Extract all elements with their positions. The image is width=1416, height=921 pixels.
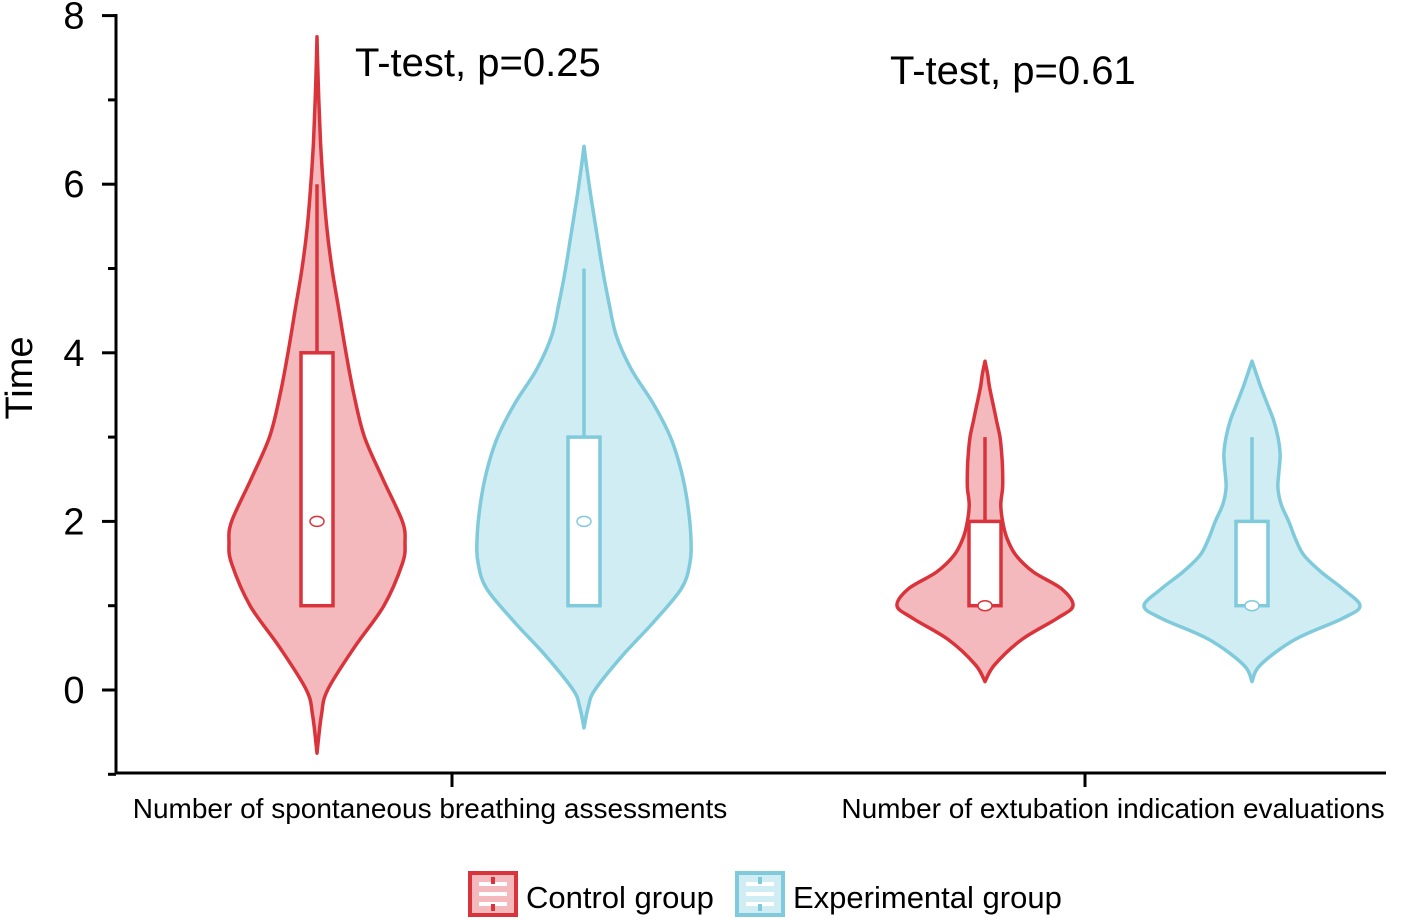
violin-1-1 bbox=[1142, 359, 1362, 684]
median-marker-1-0 bbox=[576, 515, 592, 528]
y-tick-label-6: 6 bbox=[63, 164, 84, 206]
category-label-0: Number of spontaneous breathing assessme… bbox=[133, 793, 728, 824]
y-tick-label-4: 4 bbox=[63, 333, 84, 375]
y-axis-title: Time bbox=[0, 336, 41, 419]
violin-0-1 bbox=[895, 359, 1075, 684]
annotation-ttest-right: T-test, p=0.61 bbox=[890, 49, 1136, 93]
axes-layer bbox=[114, 14, 1386, 775]
legend-label-control: Control group bbox=[526, 880, 714, 915]
median-marker-1-1 bbox=[1244, 599, 1260, 612]
iqr-box-1-0 bbox=[566, 435, 602, 608]
y-ticks: 0 2 4 6 8 bbox=[63, 0, 116, 776]
y-tick-label-0: 0 bbox=[63, 670, 84, 712]
y-tick-label-8: 8 bbox=[63, 0, 84, 38]
legend-label-experimental: Experimental group bbox=[793, 880, 1062, 915]
legend-swatch-experimental bbox=[735, 871, 785, 917]
median-marker-0-0 bbox=[309, 515, 325, 528]
legend-swatch-control bbox=[468, 871, 518, 917]
violin-0-0 bbox=[227, 34, 407, 755]
violins-layer bbox=[227, 34, 1362, 755]
iqr-box-0-0 bbox=[299, 351, 335, 608]
category-label-1: Number of extubation indication evaluati… bbox=[841, 793, 1384, 824]
annotation-ttest-left: T-test, p=0.25 bbox=[355, 41, 601, 85]
legend: Control group Experimental group bbox=[468, 871, 1062, 917]
iqr-box-1-1 bbox=[1234, 519, 1270, 608]
iqr-box-0-1 bbox=[967, 519, 1003, 608]
violin-1-0 bbox=[475, 144, 693, 730]
y-tick-label-2: 2 bbox=[63, 501, 84, 543]
median-marker-0-1 bbox=[977, 599, 993, 612]
